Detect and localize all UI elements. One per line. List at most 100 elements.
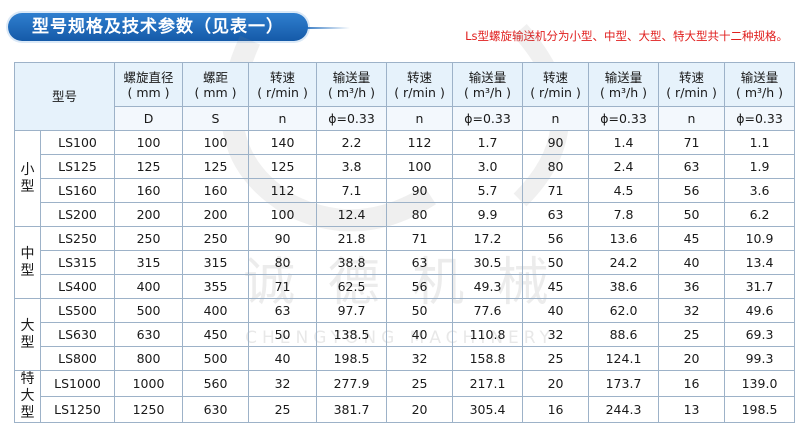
group-label: 中型 xyxy=(14,226,41,299)
value-cell: 3.0 xyxy=(452,154,524,179)
model-cell: LS630 xyxy=(39,322,116,347)
value-cell: 88.6 xyxy=(588,322,660,347)
value-cell: 450 xyxy=(182,322,250,347)
column-symbol: ϕ=0.33 xyxy=(724,106,796,131)
value-cell: 1.7 xyxy=(452,130,524,155)
column-header-title: 转速 xyxy=(270,69,296,85)
value-cell: 50 xyxy=(658,202,726,227)
column-header: 输送量( m³/h ) xyxy=(452,62,524,107)
value-cell: 17.2 xyxy=(452,226,524,251)
value-cell: 13 xyxy=(658,396,726,423)
value-cell: 4.5 xyxy=(588,178,660,203)
model-column-header: 型号 xyxy=(13,62,116,131)
value-cell: 49.6 xyxy=(724,298,796,323)
column-header: 螺旋直径( mm ) xyxy=(114,62,184,107)
column-header-title: 输送量 xyxy=(740,69,779,85)
model-cell: LS125 xyxy=(39,154,116,179)
header-note: Ls型螺旋输送机分为小型、中型、大型、特大型共十二种规格。 xyxy=(465,29,788,43)
value-cell: 25 xyxy=(386,370,454,397)
value-cell: 140 xyxy=(248,130,318,155)
page-title: 型号规格及技术参数（见表一） xyxy=(8,13,308,41)
table-row: 大型 LS500 500 400 63 97.7 50 77.6 40 62.0 32 49.6 xyxy=(14,298,796,371)
value-cell: 173.7 xyxy=(588,370,660,397)
value-cell: 38.8 xyxy=(316,250,388,275)
value-cell: 71 xyxy=(248,274,318,299)
model-cell: LS500 xyxy=(39,298,116,323)
value-cell: 20 xyxy=(658,346,726,371)
value-cell: 100 xyxy=(386,154,454,179)
value-cell: 217.1 xyxy=(452,370,524,397)
value-cell: 69.3 xyxy=(724,322,796,347)
column-header-title: 输送量 xyxy=(604,69,643,85)
column-symbol: n xyxy=(658,106,726,131)
column-header-title: 转速 xyxy=(543,69,569,85)
value-cell: 16 xyxy=(522,396,590,423)
value-cell: 100 xyxy=(182,130,250,155)
table-row: LS400 400 355 71 62.5 56 49.3 45 38.6 36 31.7 xyxy=(15,274,796,299)
value-cell: 40 xyxy=(658,250,726,275)
column-header-unit: ( r/min ) xyxy=(394,84,445,100)
value-cell: 500 xyxy=(182,346,250,371)
value-cell: 13.6 xyxy=(588,226,660,251)
value-cell: 90 xyxy=(522,130,590,155)
value-cell: 112 xyxy=(386,130,454,155)
column-header: 输送量( m³/h ) xyxy=(588,62,660,107)
value-cell: 32 xyxy=(658,298,726,323)
value-cell: 99.3 xyxy=(724,346,796,371)
value-cell: 198.5 xyxy=(724,396,796,423)
value-cell: 200 xyxy=(114,202,184,227)
model-cell: LS200 xyxy=(39,202,116,227)
value-cell: 3.6 xyxy=(724,178,796,203)
value-cell: 200 xyxy=(182,202,250,227)
value-cell: 160 xyxy=(114,178,184,203)
value-cell: 45 xyxy=(522,274,590,299)
model-cell: LS100 xyxy=(39,130,116,155)
column-symbol: n xyxy=(248,106,318,131)
column-header-title: 螺距 xyxy=(203,69,229,85)
value-cell: 244.3 xyxy=(588,396,660,423)
value-cell: 138.5 xyxy=(316,322,388,347)
column-header-unit: ( m³/h ) xyxy=(464,84,512,100)
value-cell: 355 xyxy=(182,274,250,299)
value-cell: 5.7 xyxy=(452,178,524,203)
value-cell: 77.6 xyxy=(452,298,524,323)
value-cell: 125 xyxy=(114,154,184,179)
value-cell: 20 xyxy=(386,396,454,423)
value-cell: 97.7 xyxy=(316,298,388,323)
value-cell: 25 xyxy=(658,322,726,347)
value-cell: 500 xyxy=(114,298,184,323)
value-cell: 160 xyxy=(182,178,250,203)
header: 型号规格及技术参数（见表一） Ls型螺旋输送机分为小型、中型、大型、特大型共十二… xyxy=(0,0,800,58)
column-header: 输送量( m³/h ) xyxy=(724,62,796,107)
value-cell: 16 xyxy=(658,370,726,397)
column-header-unit: ( mm ) xyxy=(194,84,237,100)
table-row: LS200 200 200 100 12.4 80 9.9 63 7.8 50 6.2 xyxy=(15,202,796,227)
value-cell: 250 xyxy=(182,226,250,251)
value-cell: 100 xyxy=(248,202,318,227)
value-cell: 158.8 xyxy=(452,346,524,371)
value-cell: 305.4 xyxy=(452,396,524,423)
column-header-title: 输送量 xyxy=(468,69,507,85)
table-row: LS1250 1250 630 25 381.7 20 305.4 16 244.3 13 198.… xyxy=(15,396,796,423)
value-cell: 7.8 xyxy=(588,202,660,227)
column-header-unit: ( r/min ) xyxy=(666,84,717,100)
column-header-title: 输送量 xyxy=(332,69,371,85)
column-header: 输送量( m³/h ) xyxy=(316,62,388,107)
value-cell: 62.0 xyxy=(588,298,660,323)
value-cell: 50 xyxy=(248,322,318,347)
value-cell: 40 xyxy=(248,346,318,371)
value-cell: 198.5 xyxy=(316,346,388,371)
model-cell: LS160 xyxy=(39,178,116,203)
column-header: 转速( r/min ) xyxy=(386,62,454,107)
value-cell: 90 xyxy=(386,178,454,203)
value-cell: 6.2 xyxy=(724,202,796,227)
value-cell: 56 xyxy=(658,178,726,203)
table-row: 中型 LS250 250 250 90 21.8 71 17.2 56 13.6 45 10.9 xyxy=(14,226,796,299)
column-symbol: ϕ=0.33 xyxy=(588,106,660,131)
value-cell: 63 xyxy=(386,250,454,275)
value-cell: 112 xyxy=(248,178,318,203)
value-cell: 56 xyxy=(386,274,454,299)
value-cell: 25 xyxy=(248,396,318,423)
value-cell: 2.4 xyxy=(588,154,660,179)
value-cell: 80 xyxy=(522,154,590,179)
